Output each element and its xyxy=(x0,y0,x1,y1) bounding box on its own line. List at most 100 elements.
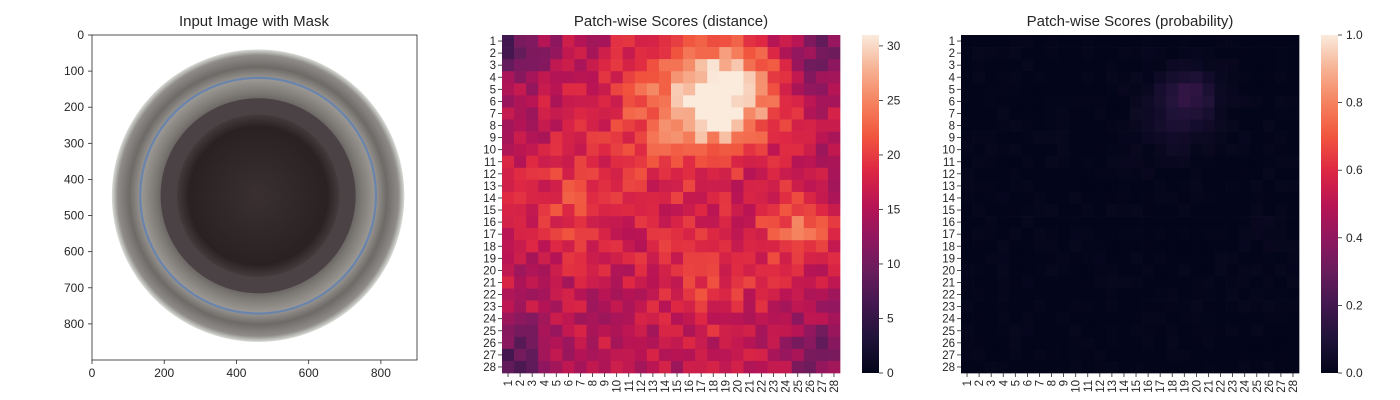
heatmap-cell xyxy=(695,83,708,96)
heatmap-cell xyxy=(791,204,805,217)
heatmap-cell xyxy=(514,264,527,277)
heatmap-cell xyxy=(1142,336,1155,350)
row-tick-label: 22 xyxy=(483,290,496,302)
heatmap-cell xyxy=(1274,143,1288,157)
column-tick-label: 9 xyxy=(1059,380,1071,386)
heatmap-cell xyxy=(1286,83,1300,96)
heatmap-cell xyxy=(1105,83,1119,96)
heatmap-cell xyxy=(1093,59,1107,72)
heatmap-cell xyxy=(815,131,829,144)
heatmap-cell xyxy=(671,95,684,108)
heatmap-cell xyxy=(1105,143,1119,157)
heatmap-cell xyxy=(707,228,720,241)
heatmap-cell xyxy=(1202,167,1215,181)
heatmap-cell xyxy=(1045,240,1058,253)
heatmap-cell xyxy=(961,167,974,181)
heatmap-cell xyxy=(1130,228,1143,241)
heatmap-cell xyxy=(1154,228,1167,241)
row-tick-label: 13 xyxy=(942,181,955,193)
heatmap-cell xyxy=(586,336,599,350)
heatmap-cell xyxy=(755,348,768,362)
heatmap-cell xyxy=(538,143,551,157)
heatmap-cell xyxy=(1081,204,1095,217)
heatmap-cell xyxy=(755,71,768,84)
heatmap-cell xyxy=(779,264,793,277)
heatmap-cell xyxy=(961,252,974,265)
heatmap-cell xyxy=(1033,204,1046,217)
heatmap-cell xyxy=(1093,167,1107,181)
heatmap-cell xyxy=(1117,288,1131,301)
heatmap-cell xyxy=(574,348,587,362)
row-tick-label: 10 xyxy=(942,145,955,157)
heatmap-cell xyxy=(985,348,998,362)
heatmap-cell xyxy=(1117,95,1131,108)
heatmap-cell xyxy=(610,348,624,362)
heatmap-cell xyxy=(779,95,793,108)
heatmap-cell xyxy=(526,107,539,120)
column-tick-label: 2 xyxy=(974,380,986,386)
heatmap-cell xyxy=(502,35,515,48)
heatmap-cell xyxy=(658,167,672,181)
heatmap-cell xyxy=(1045,191,1058,205)
heatmap-cell xyxy=(1069,240,1083,253)
heatmap-cell xyxy=(743,35,756,48)
heatmap-cell xyxy=(731,131,744,144)
heatmap-cell xyxy=(562,59,575,72)
heatmap-cell xyxy=(1057,95,1070,108)
heatmap-cell xyxy=(997,191,1010,205)
heatmap-cell xyxy=(985,59,998,72)
heatmap-cell xyxy=(562,131,575,144)
heatmap-cell xyxy=(779,179,793,193)
heatmap-cell xyxy=(683,264,696,277)
heatmap-cell xyxy=(574,95,587,108)
heatmap-cell xyxy=(791,59,805,72)
heatmap-cell xyxy=(1166,167,1179,181)
heatmap-cell xyxy=(1178,300,1191,313)
heatmap-cell xyxy=(1274,107,1288,120)
heatmap-cell xyxy=(598,191,611,205)
heatmap-cell xyxy=(1226,228,1239,241)
heatmap-cell xyxy=(707,324,720,338)
heatmap-cell xyxy=(1250,204,1264,217)
heatmap-cell xyxy=(1117,240,1131,253)
heatmap-cell xyxy=(622,204,636,217)
heatmap-cell xyxy=(622,264,636,277)
heatmap-cell xyxy=(1105,191,1119,205)
heatmap-cell xyxy=(1214,252,1227,265)
heatmap-cell xyxy=(1154,83,1167,96)
heatmap-cell xyxy=(1262,360,1276,374)
heatmap-cell xyxy=(1226,179,1239,193)
heatmap-cell xyxy=(1214,119,1227,132)
heatmap-cell xyxy=(1009,348,1022,362)
heatmap-cell xyxy=(658,71,672,84)
heatmap-cell xyxy=(1166,71,1179,84)
row-tick-label: 21 xyxy=(942,277,955,289)
column-tick-label: 16 xyxy=(684,380,696,393)
heatmap-cell xyxy=(683,324,696,338)
heatmap-cell xyxy=(646,264,660,277)
heatmap-cell xyxy=(1238,360,1252,374)
heatmap-cell xyxy=(997,228,1010,241)
heatmap-cell xyxy=(1202,288,1215,301)
heatmap-cell xyxy=(827,228,841,241)
heatmap-cell xyxy=(803,204,817,217)
heatmap-cell xyxy=(1069,252,1083,265)
heatmap-cell xyxy=(526,155,539,169)
heatmap-cell xyxy=(1009,252,1022,265)
x-tick-label: 800 xyxy=(371,366,391,380)
heatmap-cell xyxy=(574,324,587,338)
heatmap-cell xyxy=(683,47,696,60)
heatmap-cell xyxy=(1021,240,1034,253)
heatmap-cell xyxy=(1274,191,1288,205)
heatmap-cell xyxy=(1262,83,1276,96)
heatmap-cell xyxy=(815,312,829,326)
heatmap-cell xyxy=(985,179,998,193)
heatmap-cell xyxy=(997,360,1010,374)
heatmap-cell xyxy=(610,276,624,289)
heatmap-cell xyxy=(695,167,708,181)
heatmap-cell xyxy=(1250,179,1264,193)
heatmap-cell xyxy=(985,216,998,229)
heatmap-cell xyxy=(502,47,515,60)
heatmap-cell xyxy=(598,204,611,217)
heatmap-cell xyxy=(622,143,636,157)
